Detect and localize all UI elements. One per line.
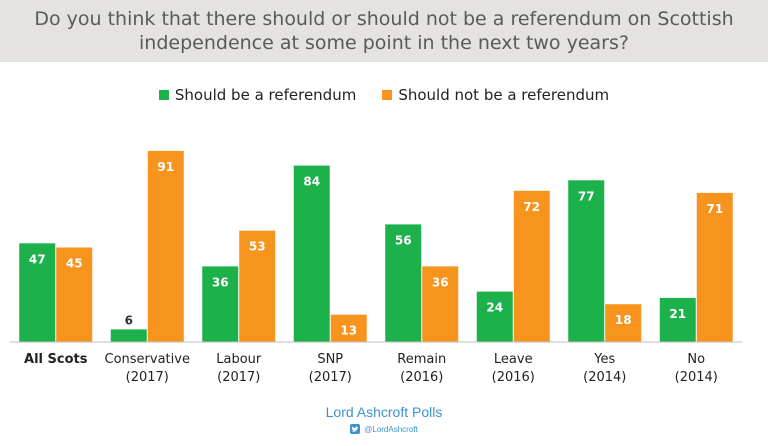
- bar-should-not-1: [147, 150, 184, 342]
- category-label-4-1: (2016): [400, 370, 443, 385]
- data-label-should-not-0: 45: [66, 257, 83, 271]
- bar-should-4: [385, 224, 422, 342]
- legend-label-should-not: Should not be a referendum: [398, 86, 610, 104]
- category-label-2-1: (2017): [217, 370, 260, 385]
- data-label-should-7: 21: [669, 307, 686, 321]
- twitter-handle[interactable]: @LordAshcroft: [0, 424, 768, 434]
- bar-should-7: [659, 297, 696, 342]
- data-label-should-not-3: 13: [340, 324, 357, 338]
- data-label-should-not-2: 53: [249, 240, 266, 254]
- twitter-icon: [350, 424, 361, 434]
- bar-should-5: [476, 291, 513, 342]
- bar-should-2: [202, 266, 239, 342]
- legend-item-should: Should be a referendum: [158, 86, 357, 104]
- bar-should-not-2: [239, 230, 276, 342]
- bar-should-not-0: [56, 247, 93, 342]
- bar-should-not-7: [696, 192, 733, 342]
- category-label-3-0: SNP: [317, 352, 343, 367]
- category-label-7-1: (2014): [675, 370, 718, 385]
- data-label-should-not-7: 71: [706, 202, 723, 216]
- data-label-should-not-5: 72: [523, 200, 540, 214]
- bar-should-0: [19, 243, 56, 342]
- bar-chart: 47 45 All Scots 6 91 Conservative (2017) 36 53 La…: [10, 150, 742, 385]
- category-label-4-0: Remain: [397, 352, 446, 367]
- bar-should-1: [110, 329, 147, 342]
- category-label-3-1: (2017): [309, 370, 352, 385]
- bar-should-not-4: [422, 266, 459, 342]
- legend-swatch-should-not: [382, 90, 393, 100]
- category-label-1-0: Conservative: [105, 352, 190, 367]
- category-label-6-0: Yes: [593, 352, 615, 367]
- category-label-5-0: Leave: [494, 352, 533, 367]
- data-label-should-0: 47: [29, 252, 46, 266]
- legend: Should be a referendum Should not be a r…: [0, 86, 768, 104]
- data-label-should-6: 77: [578, 189, 595, 203]
- data-label-should-not-1: 91: [157, 160, 174, 174]
- title-band: Do you think that there should or should…: [0, 0, 768, 62]
- bar-should-3: [293, 165, 330, 342]
- bar-should-6: [568, 180, 605, 342]
- bar-should-not-5: [513, 190, 550, 342]
- bar-should-not-6: [605, 304, 642, 342]
- category-label-6-1: (2014): [583, 370, 626, 385]
- legend-label-should: Should be a referendum: [174, 86, 357, 104]
- category-label-2-0: Labour: [216, 352, 262, 367]
- twitter-handle-label: @LordAshcroft: [364, 424, 418, 434]
- data-label-should-3: 84: [303, 175, 320, 189]
- data-label-should-2: 36: [212, 275, 229, 289]
- legend-swatch-should: [158, 90, 169, 100]
- chart-title: Do you think that there should or should…: [34, 8, 734, 54]
- category-label-7-0: No: [687, 352, 705, 367]
- data-label-should-not-4: 36: [432, 275, 449, 289]
- data-label-should-not-6: 18: [615, 313, 632, 327]
- data-label-should-5: 24: [486, 301, 503, 315]
- legend-item-should-not: Should not be a referendum: [382, 86, 609, 104]
- data-label-should-1: 6: [125, 313, 133, 327]
- category-label-5-1: (2016): [492, 370, 535, 385]
- category-label-0-0: All Scots: [24, 352, 88, 367]
- source-label: Lord Ashcroft Polls: [325, 404, 443, 420]
- data-label-should-4: 56: [395, 233, 412, 247]
- category-label-1-1: (2017): [126, 370, 169, 385]
- bar-should-not-3: [330, 314, 367, 342]
